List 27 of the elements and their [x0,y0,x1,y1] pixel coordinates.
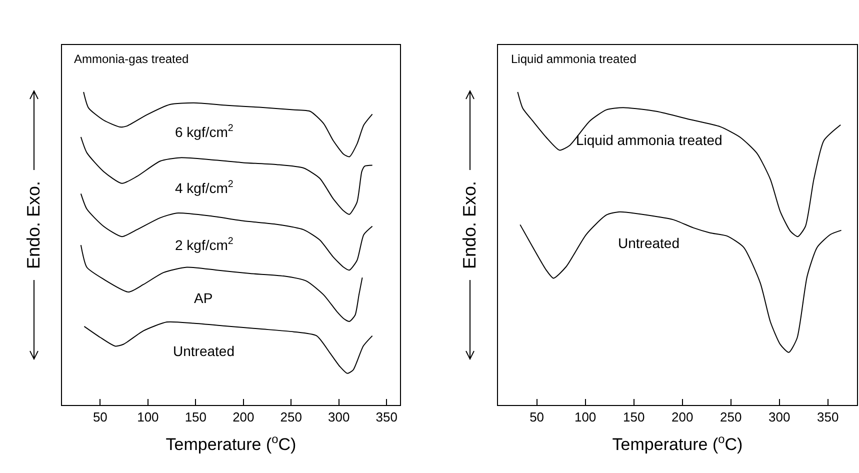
x-tick-label: 50 [530,410,544,425]
chart-title: Ammonia-gas treated [74,52,189,66]
series-label: Untreated [173,343,234,359]
x-axis-title: Temperature ($^{o}$C) [166,432,296,454]
series-label: AP [194,290,213,306]
series-label: 2 kgf/cm$^{2}$ [175,236,234,253]
series-label: 6 kgf/cm$^{2}$ [175,123,234,140]
series-label: Liquid ammonia treated [576,132,722,148]
x-tick-label: 200 [672,410,694,425]
series-label: Untreated [618,235,680,251]
x-tick-label: 100 [137,410,159,425]
x-tick-label: 50 [92,410,108,425]
x-tick-label: 300 [768,410,790,425]
y-axis-title: Endo. Exo. [24,180,44,270]
chart-title: Liquid ammonia treated [511,52,636,66]
series-label: 4 kgf/cm$^{2}$ [175,179,234,196]
x-tick-label: 250 [280,410,302,425]
x-tick-label: 100 [574,410,596,425]
x-tick-label: 350 [376,410,398,425]
x-tick-label: 350 [817,410,839,425]
y-axis-title: Endo. Exo. [460,180,480,270]
x-tick-label: 300 [328,410,350,425]
x-tick-label: 200 [232,410,254,425]
x-axis-title: Temperature ($^{o}$C) [612,432,743,454]
x-tick-label: 250 [720,410,742,425]
x-tick-label: 150 [622,410,645,425]
x-tick-label: 150 [184,410,207,425]
